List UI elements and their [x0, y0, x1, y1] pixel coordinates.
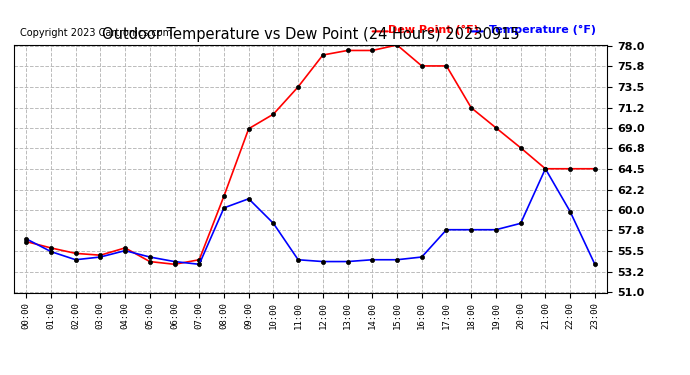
Title: Outdoor Temperature vs Dew Point (24 Hours) 20230915: Outdoor Temperature vs Dew Point (24 Hou… — [101, 27, 520, 42]
Text: Temperature (°F): Temperature (°F) — [489, 25, 595, 35]
Text: Dew Point (°F): Dew Point (°F) — [388, 25, 478, 35]
Text: Copyright 2023 Cartronics.com: Copyright 2023 Cartronics.com — [20, 28, 172, 38]
